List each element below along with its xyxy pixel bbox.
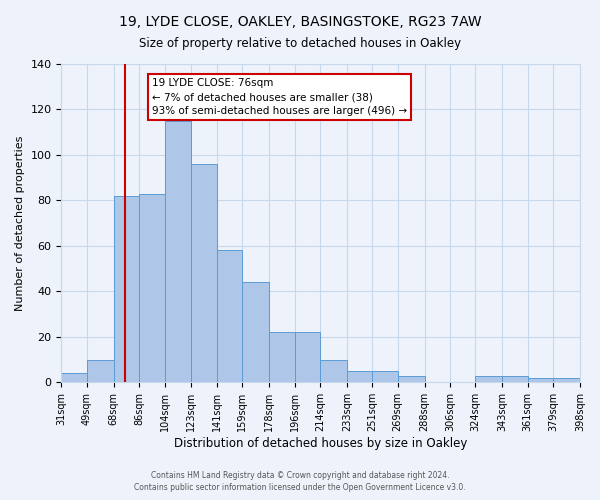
Bar <box>347 371 372 382</box>
Bar <box>502 376 528 382</box>
Bar <box>320 360 347 382</box>
Text: 19 LYDE CLOSE: 76sqm
← 7% of detached houses are smaller (38)
93% of semi-detach: 19 LYDE CLOSE: 76sqm ← 7% of detached ho… <box>152 78 407 116</box>
Text: Contains HM Land Registry data © Crown copyright and database right 2024.
Contai: Contains HM Land Registry data © Crown c… <box>134 471 466 492</box>
Bar <box>295 332 320 382</box>
Bar <box>242 282 269 382</box>
Bar <box>87 360 113 382</box>
Bar <box>61 374 87 382</box>
Text: 19, LYDE CLOSE, OAKLEY, BASINGSTOKE, RG23 7AW: 19, LYDE CLOSE, OAKLEY, BASINGSTOKE, RG2… <box>119 15 481 29</box>
Bar <box>528 378 553 382</box>
Bar <box>191 164 217 382</box>
Bar <box>475 376 502 382</box>
Y-axis label: Number of detached properties: Number of detached properties <box>15 136 25 311</box>
Bar <box>139 194 164 382</box>
X-axis label: Distribution of detached houses by size in Oakley: Distribution of detached houses by size … <box>174 437 467 450</box>
Bar <box>113 196 139 382</box>
Bar <box>372 371 398 382</box>
Bar <box>398 376 425 382</box>
Bar <box>164 121 191 382</box>
Bar <box>553 378 580 382</box>
Bar <box>217 250 242 382</box>
Bar <box>269 332 295 382</box>
Text: Size of property relative to detached houses in Oakley: Size of property relative to detached ho… <box>139 38 461 51</box>
